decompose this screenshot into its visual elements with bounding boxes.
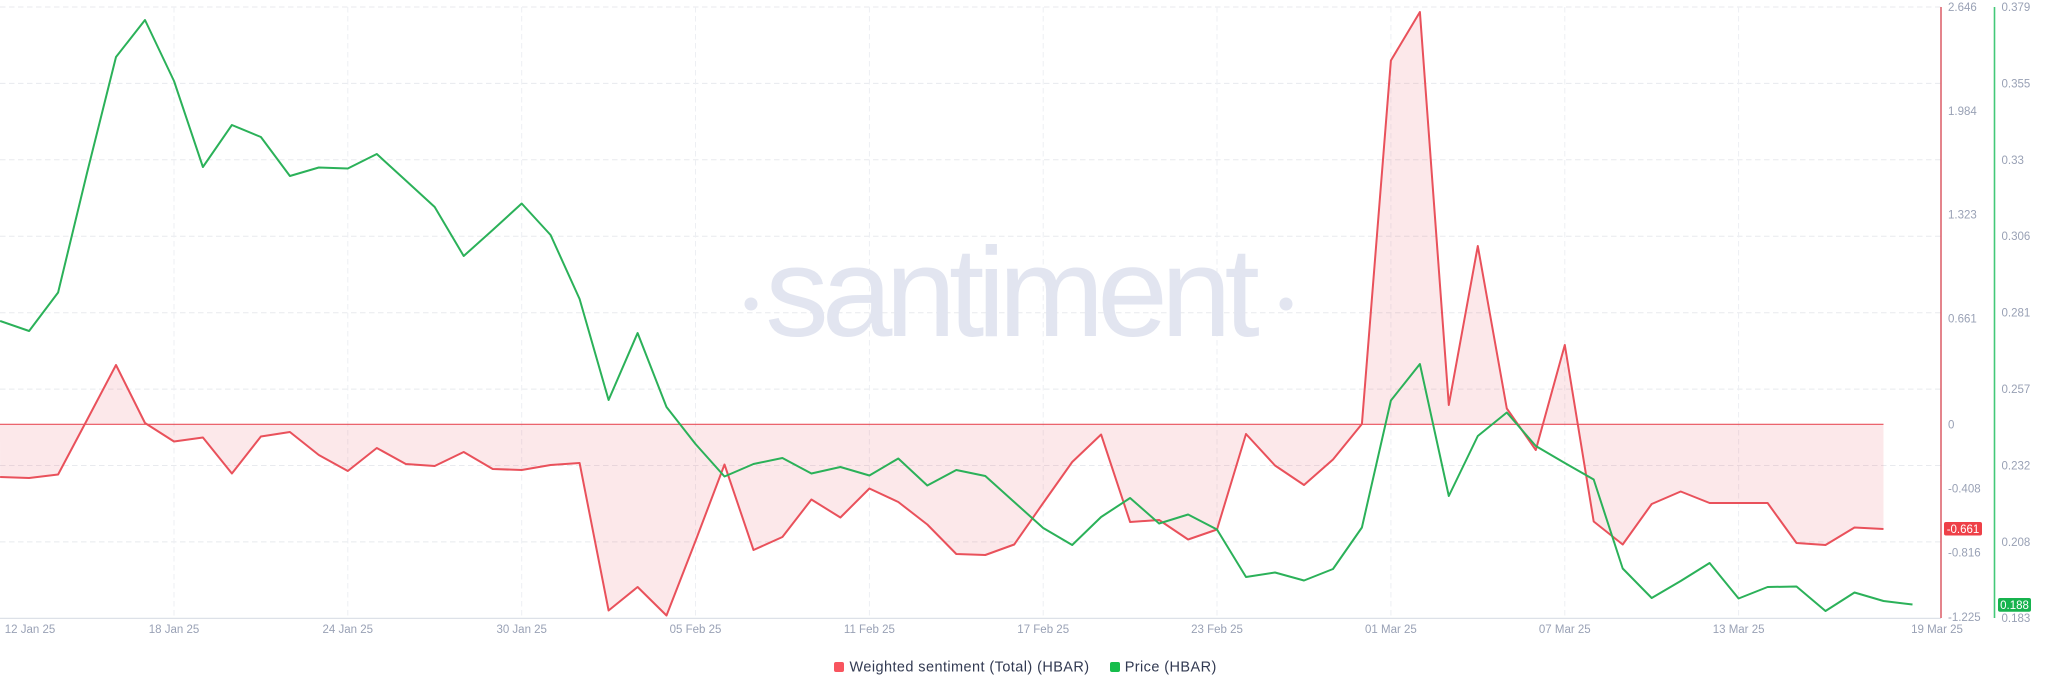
svg-text:-0.816: -0.816 <box>1948 548 1981 560</box>
svg-text:01 Mar 25: 01 Mar 25 <box>1365 624 1417 636</box>
svg-text:0.379: 0.379 <box>2002 2 2031 14</box>
svg-text:santiment: santiment <box>765 221 1259 363</box>
svg-text:-1.225: -1.225 <box>1948 612 1981 624</box>
svg-text:0.188: 0.188 <box>2000 600 2029 612</box>
svg-text:11 Feb 25: 11 Feb 25 <box>844 624 895 636</box>
svg-text:1.323: 1.323 <box>1948 210 1977 222</box>
svg-text:0.183: 0.183 <box>2002 613 2031 625</box>
svg-text:0.257: 0.257 <box>2002 384 2031 396</box>
svg-text:-0.408: -0.408 <box>1948 484 1981 496</box>
svg-text:18 Jan 25: 18 Jan 25 <box>149 624 200 636</box>
svg-text:0.208: 0.208 <box>2002 537 2031 549</box>
svg-text:0.306: 0.306 <box>2002 231 2031 243</box>
svg-text:19 Mar 25: 19 Mar 25 <box>1911 624 1963 636</box>
svg-text:12 Jan 25: 12 Jan 25 <box>5 624 56 636</box>
svg-text:0.232: 0.232 <box>2002 461 2031 473</box>
svg-text:13 Mar 25: 13 Mar 25 <box>1713 624 1765 636</box>
svg-text:17 Feb 25: 17 Feb 25 <box>1017 624 1069 636</box>
svg-text:1.984: 1.984 <box>1948 106 1977 118</box>
svg-text:Weighted sentiment (Total) (HB: Weighted sentiment (Total) (HBAR) <box>850 660 1090 676</box>
svg-text:0.281: 0.281 <box>2002 308 2031 320</box>
svg-text:0: 0 <box>1948 419 1954 431</box>
svg-text:0.355: 0.355 <box>2002 78 2031 90</box>
svg-text:23 Feb 25: 23 Feb 25 <box>1191 624 1243 636</box>
svg-text:0.661: 0.661 <box>1948 313 1977 325</box>
svg-text:24 Jan 25: 24 Jan 25 <box>323 624 374 636</box>
svg-text:30 Jan 25: 30 Jan 25 <box>496 624 547 636</box>
svg-text:Price (HBAR): Price (HBAR) <box>1125 660 1217 676</box>
svg-text:2.646: 2.646 <box>1948 2 1977 14</box>
svg-text:05 Feb 25: 05 Feb 25 <box>670 624 722 636</box>
svg-text:0.33: 0.33 <box>2002 155 2024 167</box>
svg-text:07 Mar 25: 07 Mar 25 <box>1539 624 1591 636</box>
svg-text:-0.661: -0.661 <box>1947 524 1980 536</box>
